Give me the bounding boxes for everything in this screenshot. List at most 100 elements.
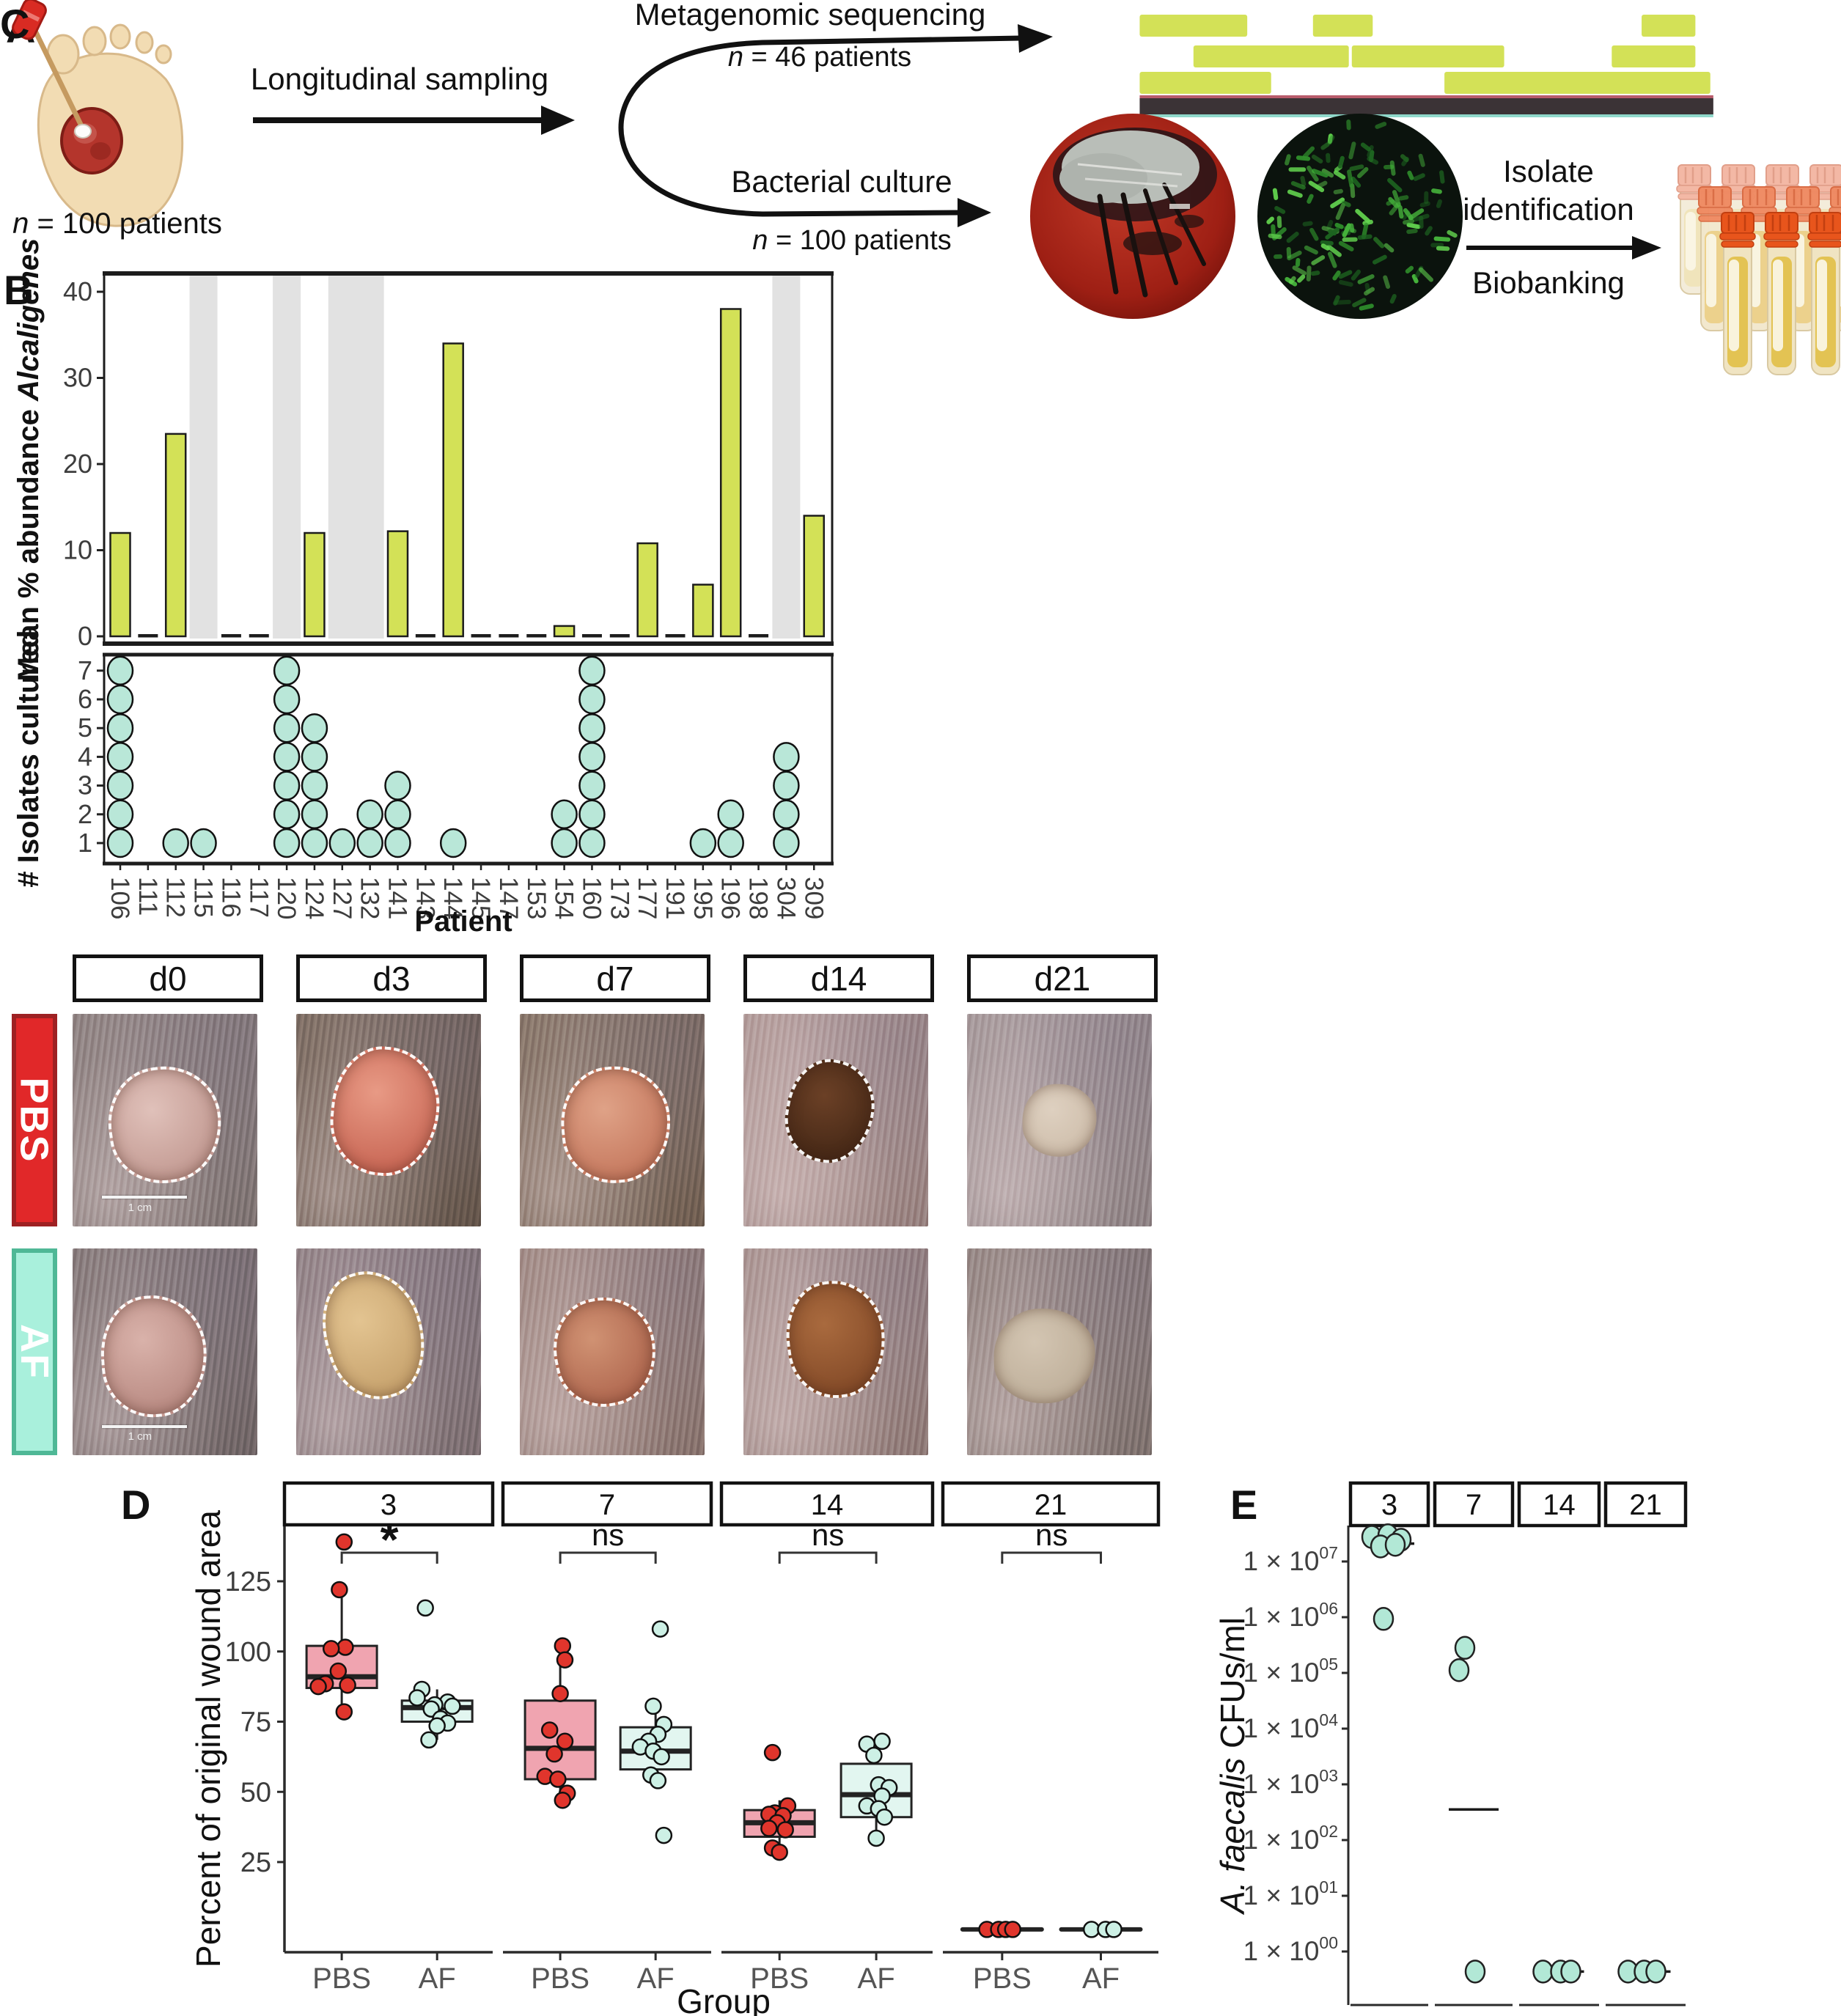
- bacterium-rod: [1406, 222, 1421, 229]
- jitter-dot: [1004, 1921, 1021, 1938]
- bacterium-rod: [1334, 222, 1344, 229]
- bacterium-rod: [1320, 142, 1330, 150]
- facet-header-box: [1433, 1481, 1515, 1528]
- abundance-bar: [719, 308, 742, 638]
- biobank-tubes-illustration: [1676, 164, 1841, 375]
- cfu-dot: [1384, 1532, 1406, 1557]
- facet-day-label: 21: [1629, 1489, 1662, 1521]
- sequencing-read: [1139, 15, 1248, 37]
- tube-label: [1817, 260, 1827, 351]
- zero-abundance-dash: [581, 634, 602, 638]
- wound-photo-af-d0: 1 cm: [73, 1248, 257, 1455]
- significance-label: ns: [812, 1517, 844, 1552]
- panel-c-label: C: [0, 1, 30, 47]
- bacterium-rod: [1327, 133, 1333, 144]
- abundance-y-axis-title: Mean % abundance Alcaligenes: [12, 238, 45, 682]
- bacterium-rod: [1357, 274, 1375, 284]
- tube-cap: [1830, 186, 1841, 208]
- jitter-dot: [331, 1581, 348, 1599]
- patient-tick-label: 132: [356, 877, 384, 919]
- isolate-dot: [106, 684, 134, 715]
- isolate-dot: [106, 828, 134, 858]
- jitter-dot: [554, 1791, 572, 1809]
- sequencing-read: [1351, 45, 1504, 67]
- isolate-dot: [106, 742, 134, 772]
- bacterium-rod: [1287, 250, 1302, 261]
- jitter-dot: [651, 1620, 669, 1638]
- abundance-bar: [692, 584, 714, 638]
- y-tick-label: 3: [78, 770, 92, 801]
- bacterium-rod: [1271, 224, 1276, 237]
- y-tick-label: 75: [240, 1707, 271, 1738]
- bacterium-rod: [1419, 267, 1433, 282]
- isolate-dot: [162, 828, 189, 858]
- tube-cap-band: [1809, 240, 1841, 248]
- tube-cap-band: [1807, 232, 1841, 240]
- isolate-dot: [717, 799, 744, 830]
- bacterium-rod: [1397, 205, 1404, 219]
- reference-genome-bar: [1139, 98, 1713, 114]
- bacterium-rod: [1335, 202, 1345, 221]
- panel-e-label: E: [1230, 1482, 1257, 1528]
- swab-tip: [74, 124, 92, 139]
- jitter-dot: [329, 1662, 348, 1680]
- abundance-bar: [164, 433, 187, 638]
- patient-tick-label: 116: [216, 877, 245, 918]
- wound-photo-af-d14: [743, 1248, 928, 1455]
- day-column-header: d14: [743, 954, 934, 1002]
- isolate-dot: [578, 828, 606, 858]
- jitter-dot: [556, 1651, 574, 1669]
- y-tick-label: 1 × 1004: [1243, 1710, 1339, 1743]
- bacterial-growth: [1059, 153, 1147, 203]
- bacterium-rod: [1327, 251, 1337, 268]
- y-tick-label: 1 × 1007: [1243, 1543, 1339, 1576]
- bacterium-rod: [1287, 189, 1303, 198]
- y-tick-label: 0: [78, 621, 92, 651]
- isolate-dot: [273, 655, 301, 686]
- bacterium-rod: [1309, 227, 1319, 241]
- jitter-dot: [653, 1748, 670, 1766]
- abundance-bar: [109, 531, 131, 638]
- jitter-dot: [545, 1745, 563, 1763]
- jitter-dot: [865, 1746, 883, 1765]
- cfu-dot: [1448, 1658, 1470, 1682]
- isolate-dot: [273, 828, 301, 858]
- bacterium-rod: [1295, 257, 1301, 268]
- swab-stick: [31, 26, 88, 135]
- bacterium-rod: [1297, 274, 1306, 283]
- wound-photo-af-d21: [967, 1248, 1152, 1455]
- significance-bracket: [1001, 1551, 1102, 1564]
- isolate-dot: [273, 770, 301, 801]
- sequencing-read: [1139, 72, 1271, 94]
- facet-header-box: [1348, 1481, 1430, 1528]
- significance-star: *: [381, 1513, 399, 1566]
- jitter-dot: [420, 1731, 438, 1749]
- isolate-dot: [273, 742, 301, 772]
- cfu-dot: [1373, 1607, 1394, 1631]
- genome-bottom-line: [1139, 114, 1713, 117]
- bacterium-rod: [1276, 216, 1282, 229]
- bacterium-rod: [1302, 221, 1313, 227]
- sequencing-arrow-head: [1018, 24, 1053, 53]
- sampling-arrow-head: [541, 106, 575, 135]
- y-tick-label: 1 × 1000: [1243, 1933, 1339, 1966]
- facet-day-label: 7: [1466, 1489, 1482, 1521]
- tube-cap: [1786, 186, 1820, 208]
- y-tick-label: 7: [78, 655, 92, 685]
- tube-label: [1686, 212, 1696, 271]
- isolate-dot: [328, 828, 356, 858]
- isolate-dot: [578, 799, 606, 830]
- jitter-dot: [644, 1697, 662, 1715]
- group-tick-label: PBS: [312, 1962, 371, 1995]
- jitter-dot: [776, 1821, 794, 1839]
- patient-tick-label: 196: [716, 877, 745, 919]
- bacterium-rod: [1406, 228, 1418, 235]
- isolate-dot: [301, 799, 328, 830]
- cfu-dot: [1464, 1960, 1486, 1984]
- facet-header-box: [501, 1481, 713, 1527]
- culture-n-label: n = 100 patients: [752, 225, 952, 256]
- culture-arrow-head: [958, 198, 991, 227]
- bacterium-rod: [1424, 191, 1429, 205]
